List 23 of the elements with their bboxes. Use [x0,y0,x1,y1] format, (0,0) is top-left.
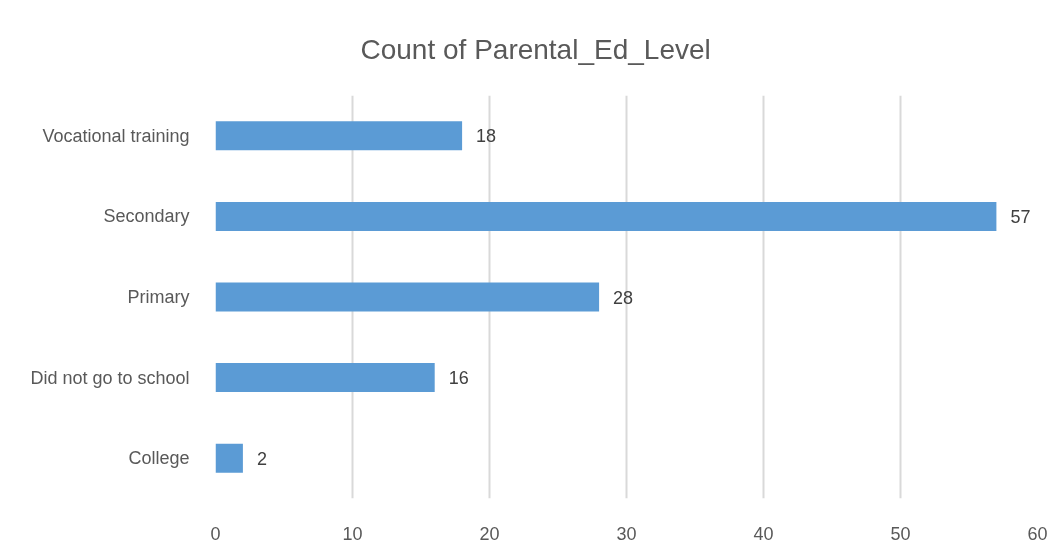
y-tick-label: Vocational training [42,125,190,146]
bar [215,201,997,231]
data-label: 18 [476,126,497,147]
x-tick-label: 20 [479,523,500,544]
data-label: 28 [613,287,634,308]
x-tick-label: 60 [1027,523,1048,544]
data-label: 57 [1010,206,1031,227]
bar [215,282,600,312]
bar [215,121,463,151]
x-tick-label: 10 [342,523,363,544]
data-label: 16 [448,368,469,389]
y-tick-label: College [128,448,190,469]
data-label: 2 [256,448,267,469]
y-tick-label: Secondary [103,206,190,227]
x-tick-label: 30 [616,523,637,544]
y-tick-label: Primary [127,287,190,307]
bar [215,443,243,473]
y-tick-label: Did not go to school [30,367,190,388]
bar [215,363,435,393]
x-tick-label: 50 [890,523,911,544]
x-tick-label: 40 [753,523,774,544]
x-tick-label: 0 [210,523,221,544]
chart-title: Count of Parental_Ed_Level [360,33,711,65]
